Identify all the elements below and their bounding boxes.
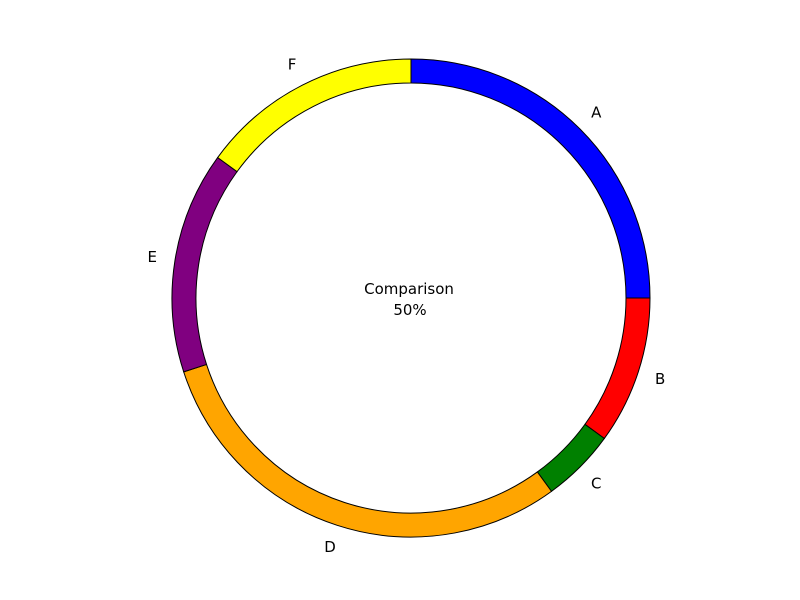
slice-a	[410, 58, 651, 299]
slice-labels: A B C D E F	[147, 56, 665, 557]
slice-f	[216, 58, 412, 173]
slice-e	[171, 156, 238, 373]
slice-label-a: A	[591, 104, 602, 122]
donut-slices	[171, 58, 651, 538]
center-title: Comparison	[364, 280, 454, 298]
slice-label-d: D	[324, 538, 336, 556]
slice-label-f: F	[288, 56, 297, 74]
slice-d	[183, 363, 553, 538]
slice-label-e: E	[147, 248, 156, 266]
center-percent: 50%	[393, 301, 426, 319]
slice-b	[584, 297, 651, 440]
slice-label-c: C	[591, 474, 601, 492]
slice-label-b: B	[655, 370, 665, 388]
center-label: Comparison 50%	[364, 280, 454, 319]
